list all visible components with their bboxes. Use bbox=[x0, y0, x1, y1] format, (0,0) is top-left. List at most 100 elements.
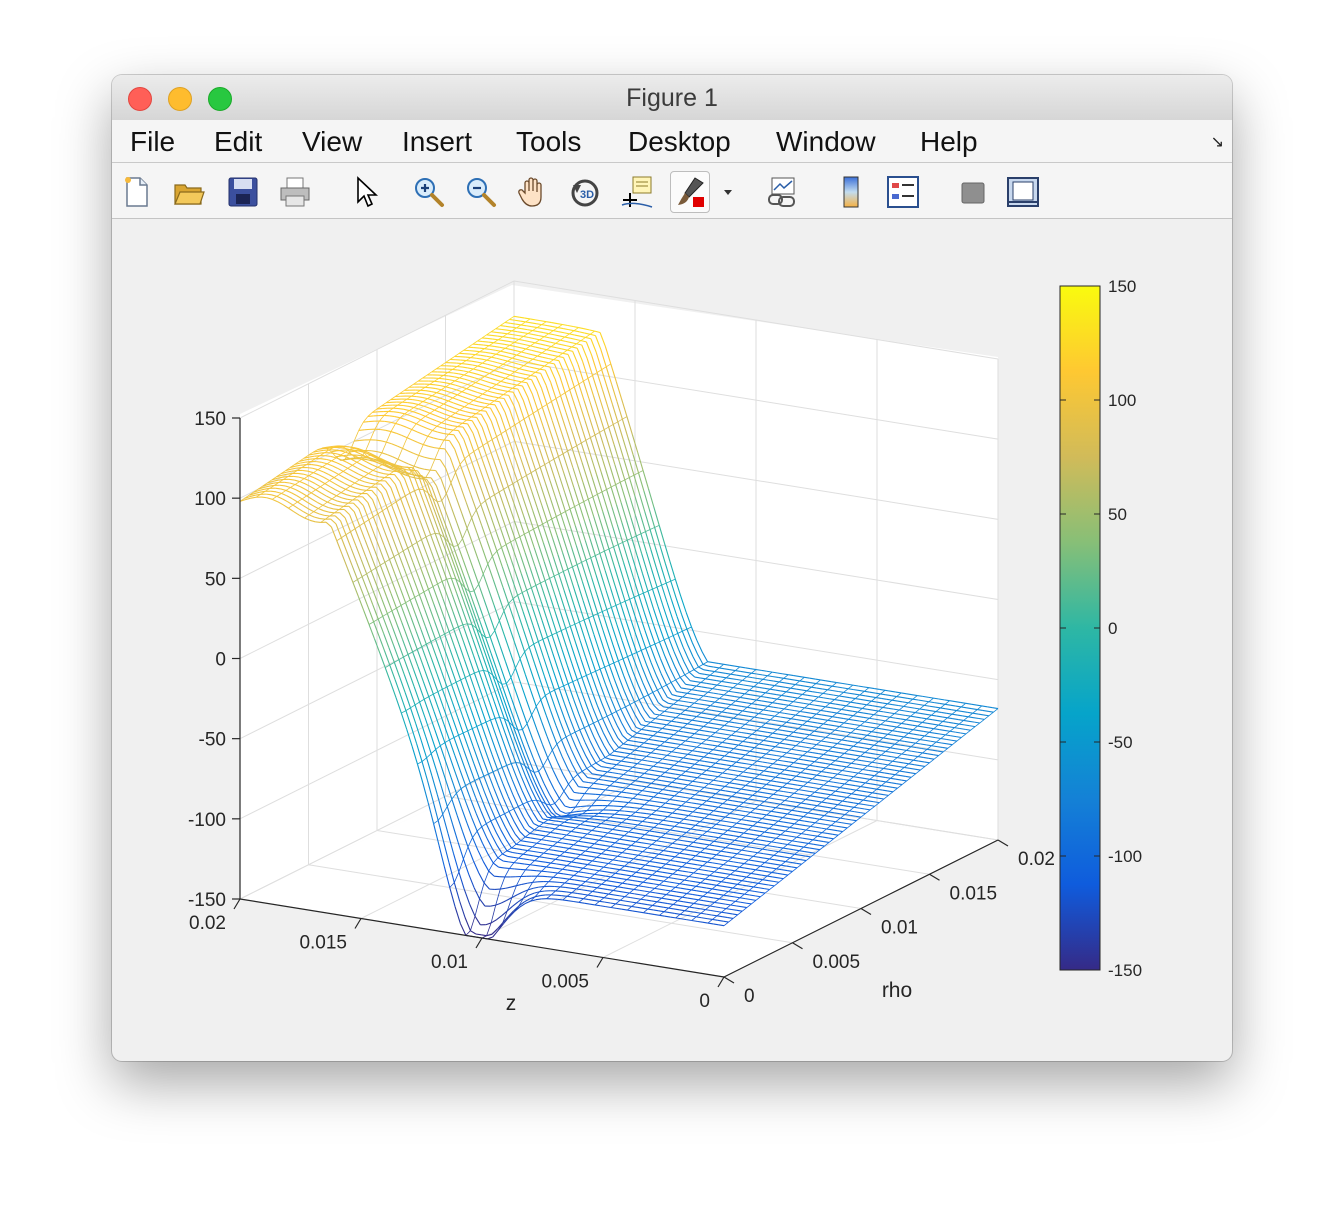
surface-line bbox=[614, 750, 620, 753]
insert-colorbar-icon[interactable] bbox=[834, 175, 868, 209]
title-bar[interactable]: Figure 1 bbox=[112, 75, 1232, 121]
menu-view[interactable]: View bbox=[302, 126, 363, 157]
surface-line bbox=[640, 533, 647, 552]
surface-line bbox=[448, 375, 455, 378]
surface-line bbox=[709, 670, 715, 673]
surface-line bbox=[482, 362, 488, 365]
menu-help[interactable]: Help bbox=[920, 126, 978, 157]
save-icon[interactable] bbox=[226, 175, 260, 209]
surface-line bbox=[479, 374, 485, 377]
surface-line bbox=[508, 340, 515, 343]
surface-line bbox=[764, 713, 770, 716]
surface-line bbox=[693, 669, 700, 674]
surface-line bbox=[681, 691, 688, 694]
surface-line bbox=[731, 734, 737, 737]
surface-line bbox=[735, 757, 741, 760]
minimize-window-button[interactable] bbox=[168, 87, 192, 111]
menu-window[interactable]: Window bbox=[776, 126, 876, 157]
surface-line bbox=[783, 708, 790, 711]
insert-legend-icon[interactable] bbox=[886, 175, 920, 209]
open-file-icon[interactable] bbox=[172, 175, 206, 209]
surface-line bbox=[489, 348, 496, 351]
surface-line bbox=[790, 718, 797, 721]
surface-line bbox=[728, 747, 734, 750]
print-icon[interactable] bbox=[278, 175, 312, 209]
surface-line bbox=[900, 748, 907, 751]
surface-line bbox=[572, 585, 580, 604]
surface-line bbox=[909, 711, 916, 714]
surface-line bbox=[583, 400, 591, 419]
surface-line bbox=[850, 727, 856, 730]
link-plot-icon[interactable] bbox=[766, 175, 800, 209]
surface-line bbox=[585, 559, 593, 578]
surface-line bbox=[636, 758, 642, 761]
brush-dropdown-icon[interactable] bbox=[722, 187, 734, 197]
surface-line bbox=[525, 321, 532, 324]
surface-line bbox=[732, 713, 739, 716]
surface-line bbox=[568, 818, 575, 821]
brush-button[interactable] bbox=[670, 171, 710, 213]
surface-line bbox=[712, 688, 718, 691]
surface-line bbox=[786, 782, 793, 785]
surface-line bbox=[829, 702, 836, 705]
zoom-in-icon[interactable] bbox=[412, 175, 446, 209]
zoom-window-button[interactable] bbox=[208, 87, 232, 111]
surface-line bbox=[560, 395, 567, 413]
surface-line bbox=[829, 728, 835, 731]
surface-line bbox=[499, 371, 505, 375]
surface-line bbox=[765, 753, 772, 756]
surface-line bbox=[872, 709, 879, 712]
surface-line bbox=[805, 711, 811, 714]
surface-line bbox=[732, 682, 738, 685]
menu-desktop[interactable]: Desktop bbox=[628, 126, 731, 157]
zoom-out-icon[interactable] bbox=[464, 175, 498, 209]
menu-insert[interactable]: Insert bbox=[402, 126, 473, 157]
surface-line bbox=[718, 662, 724, 665]
hide-plot-tools-icon[interactable] bbox=[956, 175, 990, 209]
surface-line bbox=[611, 795, 617, 797]
surface-line bbox=[641, 553, 648, 572]
surface-line bbox=[501, 452, 508, 469]
surface-line bbox=[821, 740, 827, 743]
surface-line bbox=[458, 404, 465, 408]
pan-hand-icon[interactable] bbox=[516, 175, 550, 209]
rotate-3d-icon[interactable]: 3D bbox=[568, 175, 602, 209]
surface-line bbox=[701, 712, 707, 715]
surface-line bbox=[594, 653, 601, 670]
surface-line bbox=[884, 772, 890, 775]
show-plot-tools-icon[interactable] bbox=[1006, 175, 1040, 209]
surface-line bbox=[617, 737, 624, 745]
close-window-button[interactable] bbox=[128, 87, 152, 111]
surface-line bbox=[556, 322, 563, 326]
surface-line bbox=[876, 701, 883, 704]
surface-line bbox=[603, 531, 610, 550]
edit-plot-arrow-icon[interactable] bbox=[350, 175, 384, 209]
figure-canvas[interactable]: 150 100 50 0 -50 -100 -150 0.02 0.015 0.… bbox=[112, 219, 1232, 1061]
surface-line bbox=[902, 727, 908, 730]
dock-arrow-icon[interactable]: ↘ bbox=[1210, 134, 1224, 151]
surface-line bbox=[635, 754, 642, 757]
new-figure-icon[interactable] bbox=[120, 175, 154, 209]
surface-line bbox=[694, 707, 701, 710]
surface-line bbox=[447, 371, 454, 374]
surface-line bbox=[595, 688, 603, 704]
surface-line bbox=[852, 741, 859, 744]
menu-tools[interactable]: Tools bbox=[516, 126, 582, 157]
surface-line bbox=[590, 557, 597, 576]
surface-line bbox=[723, 689, 729, 692]
data-cursor-icon[interactable] bbox=[620, 175, 654, 209]
surface-line bbox=[575, 545, 583, 563]
surface-line bbox=[949, 700, 956, 703]
surface-plot[interactable]: 150 100 50 0 -50 -100 -150 0.02 0.015 0.… bbox=[112, 219, 1232, 1061]
menu-edit[interactable]: Edit bbox=[214, 126, 263, 157]
surface-line bbox=[704, 673, 711, 676]
surface-line bbox=[926, 718, 933, 721]
menu-file[interactable]: File bbox=[130, 126, 176, 157]
surface-line bbox=[615, 605, 622, 623]
surface-line bbox=[689, 762, 695, 765]
surface-line bbox=[513, 337, 519, 340]
surface-line bbox=[860, 786, 867, 788]
surface-line bbox=[715, 762, 721, 765]
surface-line bbox=[739, 666, 746, 669]
surface-line bbox=[436, 392, 443, 395]
